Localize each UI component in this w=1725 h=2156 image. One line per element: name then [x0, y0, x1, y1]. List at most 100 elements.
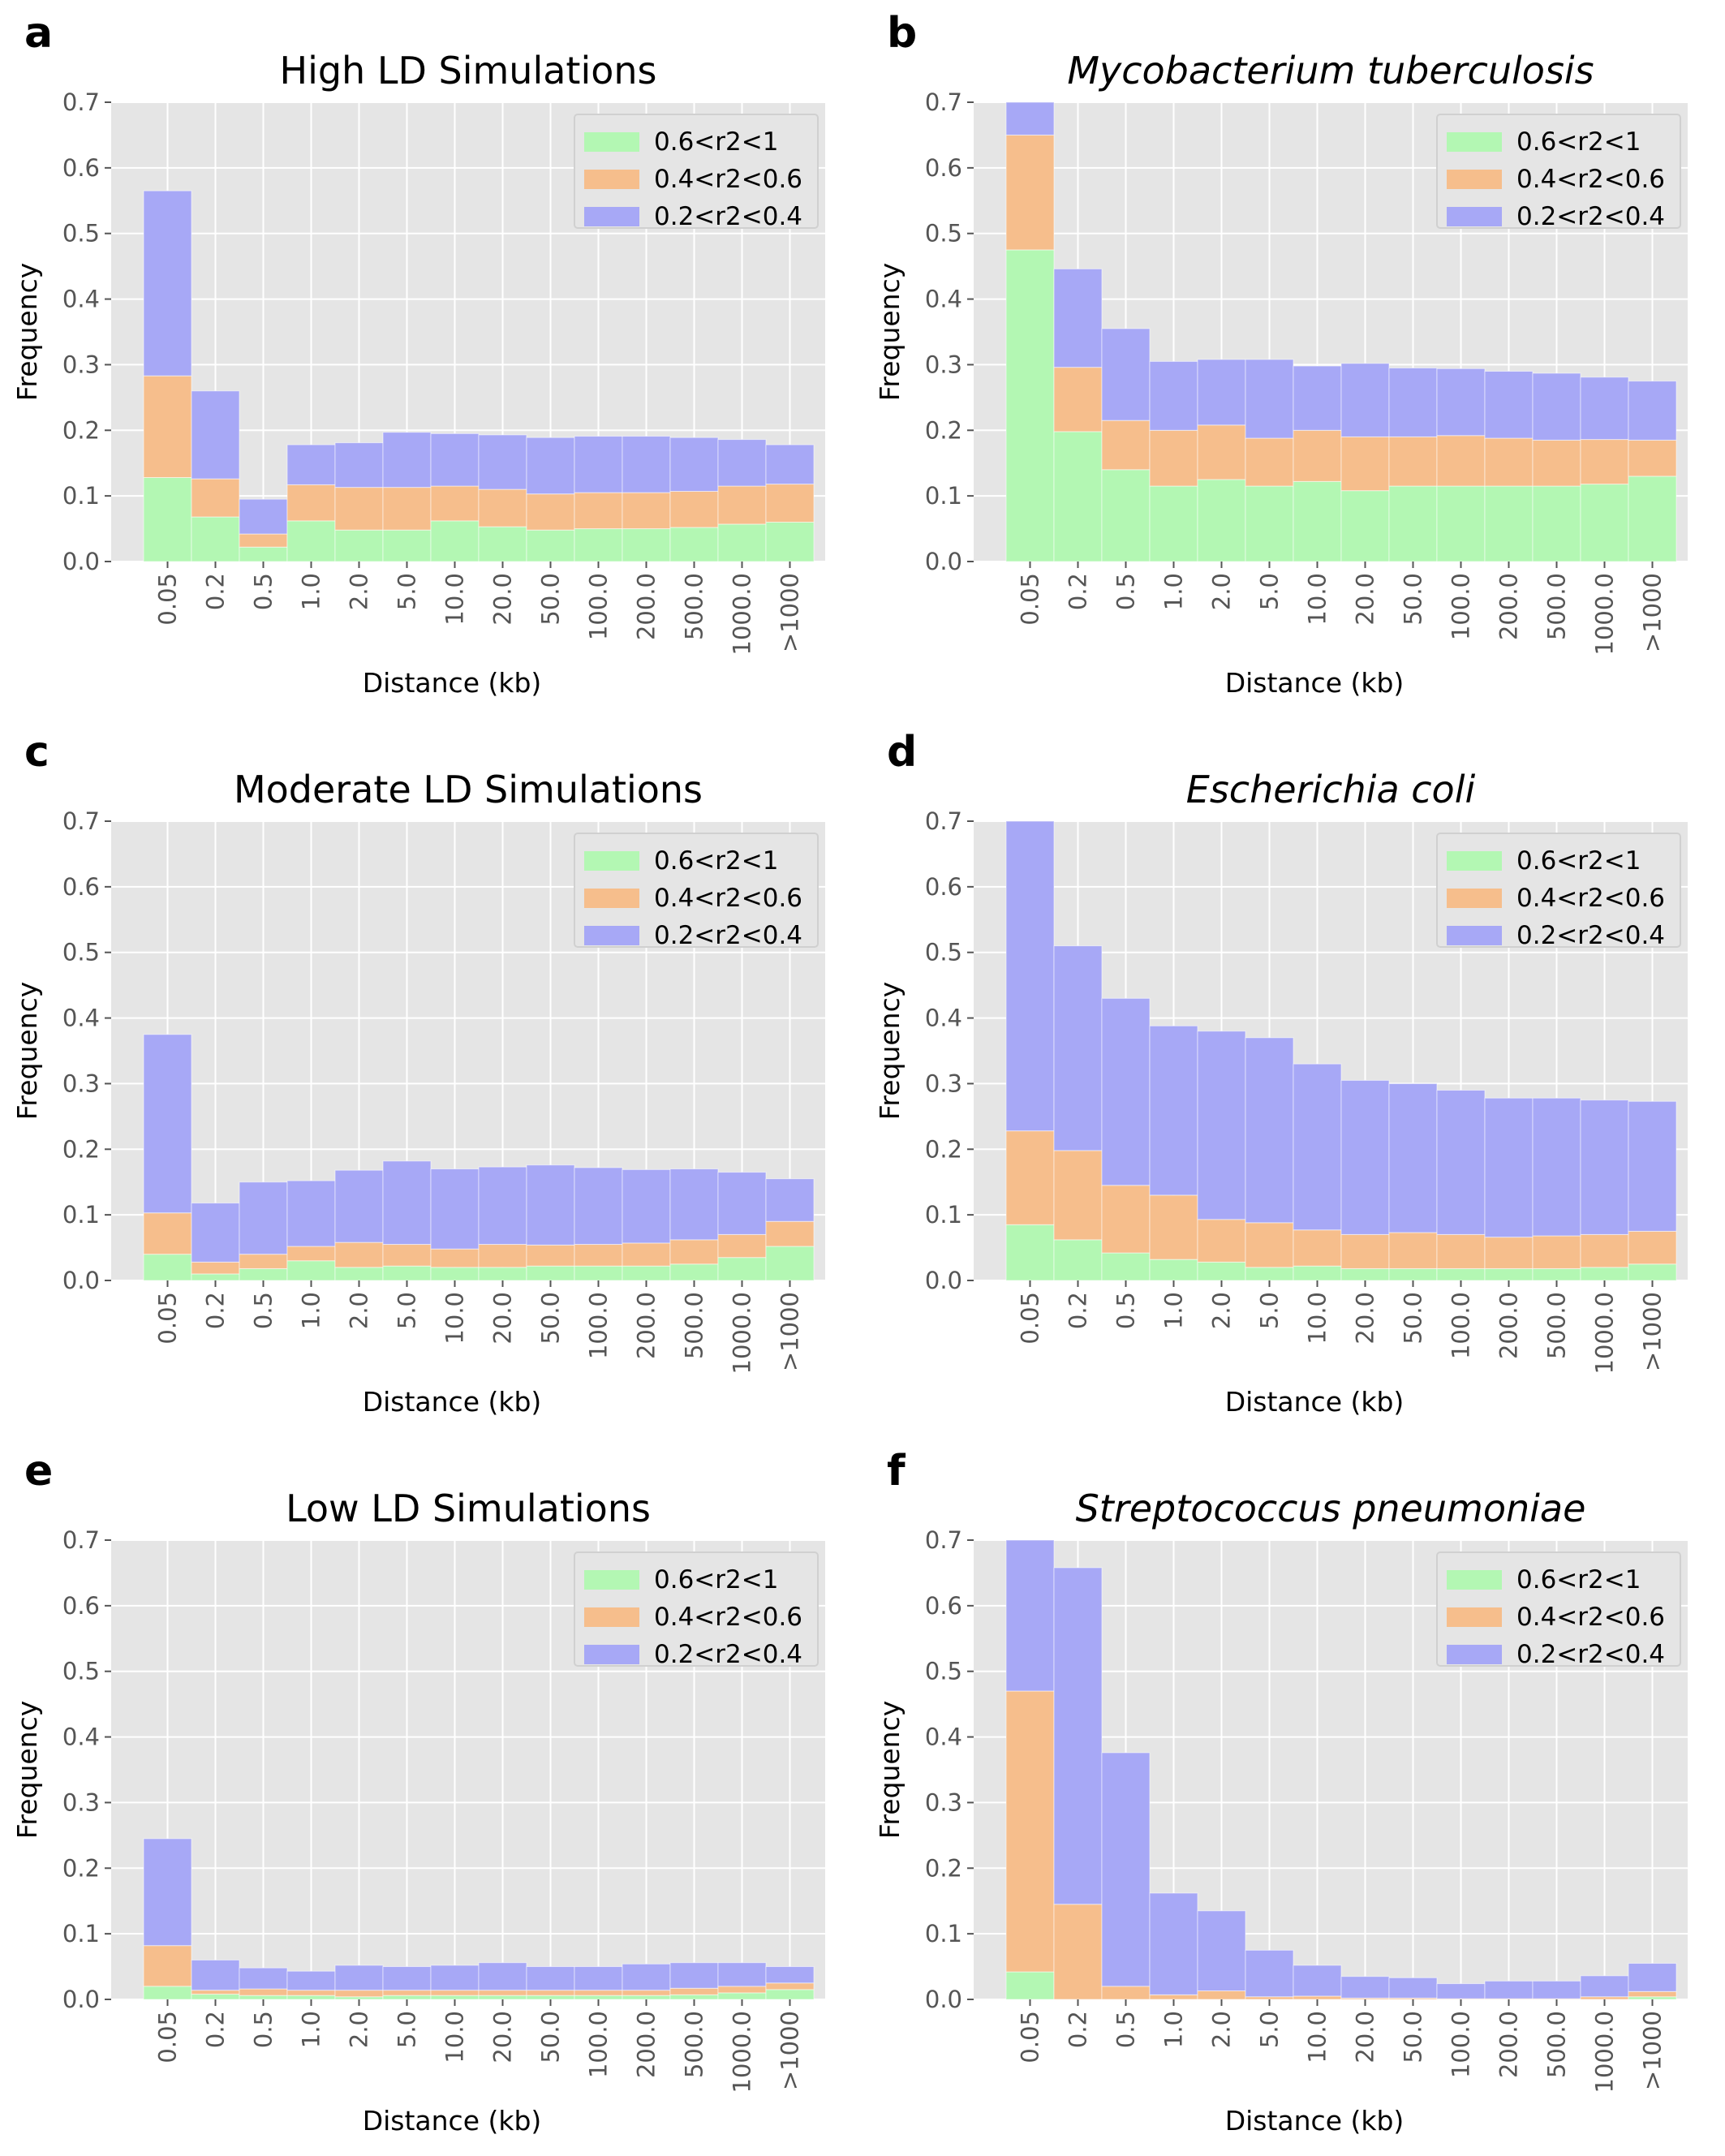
bar-segment — [622, 1990, 671, 1996]
bar-segment — [1436, 368, 1486, 437]
x-tick-label: 0.05 — [154, 2011, 182, 2063]
bar-segment — [1484, 1237, 1534, 1269]
bar-segment — [1484, 371, 1534, 439]
y-tick-label: 0.1 — [62, 482, 100, 510]
x-tick-label: 2.0 — [1208, 573, 1236, 610]
bar-segment — [1484, 1267, 1534, 1281]
bar-segment — [574, 1995, 623, 2000]
bar-segment — [765, 1178, 815, 1222]
bar-segment — [382, 1995, 432, 2000]
x-tick-label: 200.0 — [633, 573, 660, 640]
bar-segment — [622, 1963, 671, 1991]
bar-segment — [1245, 1267, 1294, 1281]
bar-segment — [574, 1265, 623, 1281]
y-tick-label: 0.6 — [62, 1592, 100, 1620]
bar-segment — [574, 1167, 623, 1246]
x-tick-label: 0.5 — [1112, 573, 1140, 610]
bar-segment — [1436, 485, 1486, 562]
y-tick-label: 0.1 — [925, 482, 962, 510]
bar-segment — [1005, 1130, 1055, 1225]
legend-entry: 0.4<r2<0.6 — [1516, 1603, 1665, 1632]
y-tick-label: 0.7 — [925, 807, 962, 835]
x-tick-label: 2.0 — [1208, 1292, 1236, 1329]
bars — [143, 1034, 815, 1281]
bar-segment — [382, 487, 432, 531]
bar-segment — [430, 485, 480, 522]
y-tick-label: 0.0 — [62, 548, 100, 575]
bar-segment — [669, 437, 719, 492]
bar-segment — [1005, 1224, 1055, 1281]
bar-segment — [1245, 1037, 1294, 1224]
bar-segment — [1532, 439, 1581, 487]
bar-segment — [1197, 1261, 1246, 1281]
legend: 0.6<r2<1 0.4<r2<0.6 0.2<r2<0.4 — [574, 1551, 819, 1669]
bar-segment — [430, 1168, 480, 1250]
x-tick-label: 200.0 — [1495, 2011, 1523, 2078]
bar-segment — [191, 1959, 240, 1991]
y-tick-label: 0.3 — [925, 1069, 962, 1097]
bar-segment — [382, 1990, 432, 1996]
y-tick-label: 0.5 — [925, 220, 962, 247]
bar-segment — [1197, 1910, 1246, 1991]
bar-segment — [1532, 1980, 1581, 1999]
legend-swatch — [584, 207, 639, 226]
bar-segment — [574, 436, 623, 493]
bar-segment — [1053, 1239, 1103, 1281]
bar-segment — [765, 1982, 815, 1990]
x-tick-label: 10.0 — [441, 2011, 469, 2063]
legend-entry: 0.4<r2<0.6 — [654, 1603, 802, 1632]
bar-segment — [669, 1168, 719, 1241]
panel-label: b — [887, 9, 917, 58]
bar-segment — [286, 1990, 336, 1996]
bar-segment — [1532, 485, 1581, 562]
y-axis-label: Frequency — [874, 982, 906, 1120]
x-tick-label: 500.0 — [1543, 2011, 1571, 2078]
bar-segment — [1005, 1971, 1055, 2000]
bar-segment — [1293, 1265, 1342, 1281]
y-tick-label: 0.2 — [925, 416, 962, 444]
bar-segment — [286, 1246, 336, 1262]
bar-segment — [1388, 1267, 1438, 1281]
x-tick-label: 50.0 — [537, 2011, 565, 2063]
bar-segment — [286, 1260, 336, 1281]
bar-segment — [1149, 1892, 1198, 1995]
legend-entry: 0.2<r2<0.4 — [654, 1640, 802, 1669]
x-tick-label: 20.0 — [489, 573, 517, 626]
x-tick-label: 5.0 — [394, 573, 421, 610]
bar-segment — [239, 1995, 288, 2000]
bar-segment — [382, 1160, 432, 1246]
panel-a: a High LD Simulations 0.0 0.1 0.2 0.3 0.4 0.5 0.… — [11, 9, 825, 699]
x-tick-label: 5.0 — [1256, 573, 1284, 610]
legend-swatch — [1447, 1607, 1502, 1627]
bar-segment — [765, 484, 815, 523]
bar-segment — [239, 1267, 288, 1281]
legend-swatch — [584, 926, 639, 945]
x-tick-label: >1000 — [1639, 1292, 1667, 1371]
x-tick-label: 200.0 — [633, 1292, 660, 1359]
bar-segment — [1197, 1990, 1246, 2000]
x-tick-label: 200.0 — [1495, 1292, 1523, 1359]
y-axis-label: Frequency — [874, 1701, 906, 1839]
y-tick-label: 0.2 — [62, 416, 100, 444]
x-tick-label: 0.5 — [1112, 2011, 1140, 2048]
bar-segment — [765, 521, 815, 562]
bar-segment — [286, 484, 336, 522]
legend-entry: 0.2<r2<0.4 — [1516, 1640, 1665, 1669]
x-tick-label: 2.0 — [346, 1292, 373, 1329]
x-tick-label: 1000.0 — [1591, 2011, 1619, 2093]
bar-segment — [1388, 367, 1438, 437]
legend-swatch — [1447, 1645, 1502, 1664]
x-tick-label: 20.0 — [489, 1292, 517, 1345]
bar-segment — [1245, 437, 1294, 487]
x-tick-label: 10.0 — [1304, 2011, 1331, 2063]
y-tick-label: 0.6 — [62, 154, 100, 182]
legend-swatch — [1447, 926, 1502, 945]
bar-segment — [1101, 997, 1151, 1186]
y-tick-label: 0.0 — [62, 1267, 100, 1294]
x-tick-label: 0.2 — [1065, 2011, 1092, 2048]
bar-segment — [239, 498, 288, 535]
chart-title: High LD Simulations — [279, 49, 656, 93]
bar-segment — [239, 1967, 288, 1990]
legend-entry: 0.2<r2<0.4 — [654, 921, 802, 950]
chart-title: Mycobacterium tuberculosis — [1067, 49, 1594, 93]
